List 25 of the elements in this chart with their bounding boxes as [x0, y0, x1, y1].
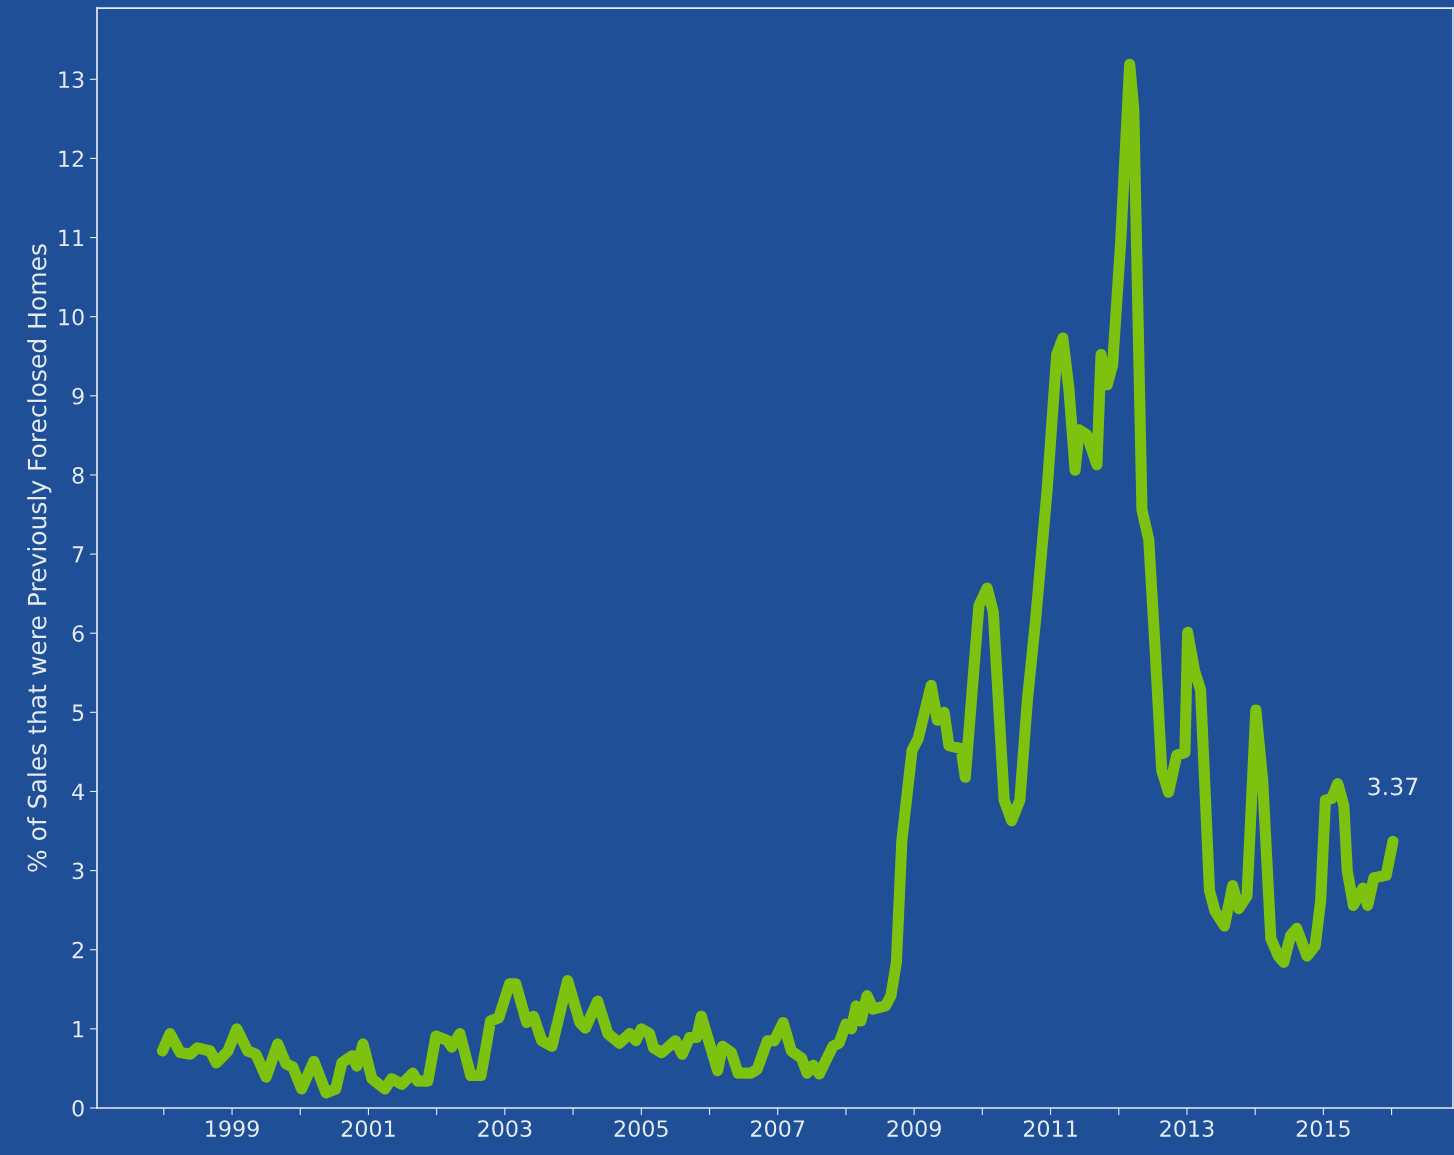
x-tick-label: 2011 — [1023, 1120, 1077, 1137]
y-tick-label: 11 — [59, 229, 84, 246]
x-tick-label: 2013 — [1160, 1120, 1214, 1137]
y-tick-label: 0 — [72, 1099, 84, 1117]
x-tick-label: 2007 — [751, 1120, 805, 1137]
x-tick-label: 2003 — [478, 1120, 532, 1137]
y-tick-label: 12 — [59, 150, 83, 167]
x-tick-label: 2001 — [341, 1120, 395, 1137]
y-tick-label: 9 — [72, 387, 84, 405]
x-tick-label: 1999 — [206, 1120, 259, 1137]
y-axis-title: % of Sales that were Previously Foreclosed Homes — [27, 244, 52, 872]
y-tick-label: 1 — [73, 1021, 84, 1038]
y-tick-label: 13 — [59, 71, 84, 89]
y-tick-label: 2 — [72, 941, 83, 959]
y-tick-label: 3 — [72, 862, 84, 880]
annotation: 3.37 — [1368, 777, 1418, 796]
y-tick-label: 10 — [59, 308, 84, 326]
x-tick-label: 2009 — [887, 1120, 941, 1137]
x-tick-label: 2015 — [1296, 1120, 1350, 1137]
y-tick-label: 4 — [72, 783, 84, 800]
x-tick-label: 2005 — [614, 1120, 668, 1137]
y-tick-label: 7 — [72, 546, 84, 563]
y-tick-label: 5 — [72, 704, 84, 722]
y-tick-label: 8 — [72, 466, 84, 484]
y-tick-label: 6 — [72, 625, 84, 642]
